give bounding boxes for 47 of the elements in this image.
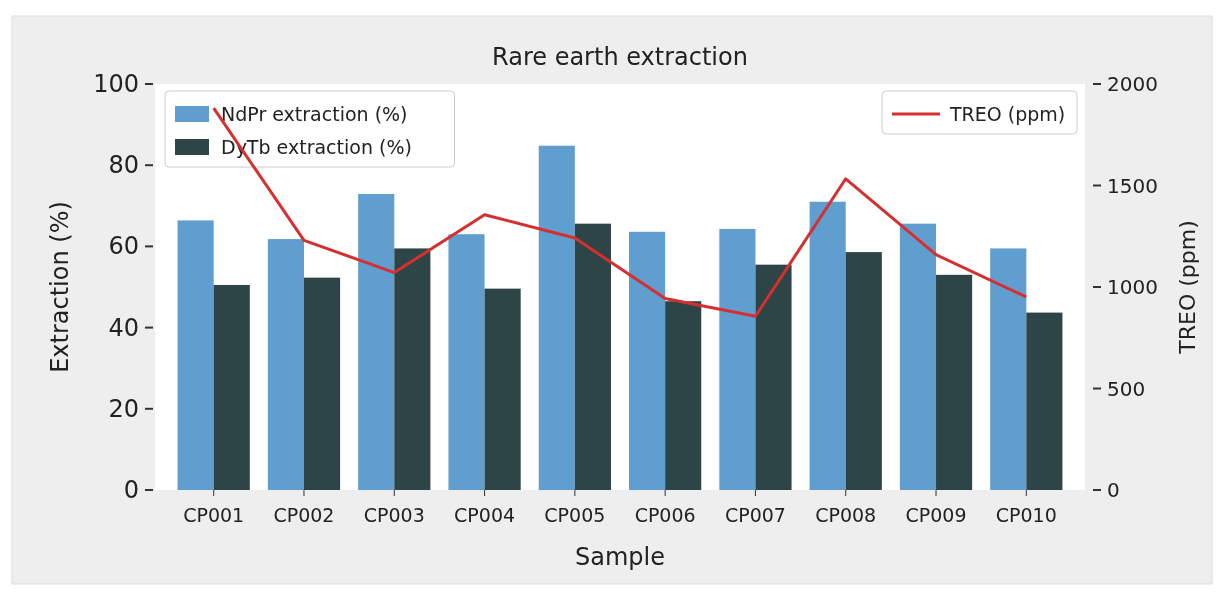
y2-tick-label: 0 bbox=[1107, 478, 1120, 502]
bar bbox=[358, 194, 395, 490]
x-tick-label: CP010 bbox=[995, 504, 1057, 526]
bar bbox=[538, 145, 575, 490]
bar bbox=[213, 284, 250, 490]
bar bbox=[719, 228, 756, 490]
bar bbox=[845, 252, 882, 490]
bar bbox=[267, 239, 304, 490]
x-tick-label: CP007 bbox=[724, 504, 786, 526]
bar bbox=[629, 231, 666, 490]
x-tick-label: CP001 bbox=[183, 504, 245, 526]
x-tick-label: CP004 bbox=[454, 504, 516, 526]
y2-tick-label: 1000 bbox=[1107, 275, 1158, 299]
y-tick-label: 60 bbox=[108, 232, 139, 261]
x-axis-title: Sample bbox=[575, 543, 665, 571]
x-tick-label: CP003 bbox=[363, 504, 425, 526]
bar bbox=[755, 264, 792, 490]
y-tick-label: 0 bbox=[123, 476, 139, 504]
bar bbox=[574, 223, 611, 490]
legend-label: TREO (ppm) bbox=[949, 103, 1066, 125]
x-tick-label: CP008 bbox=[815, 504, 877, 526]
y-tick-label: 100 bbox=[93, 70, 139, 98]
bar bbox=[665, 301, 702, 490]
y2-tick-label: 2000 bbox=[1107, 72, 1158, 96]
y2-tick-label: 500 bbox=[1107, 376, 1146, 401]
y-axis-title: Extraction (%) bbox=[46, 201, 74, 373]
bar bbox=[990, 248, 1027, 490]
chart-title: Rare earth extraction bbox=[492, 43, 748, 71]
bar bbox=[394, 248, 431, 490]
y-tick-label: 20 bbox=[108, 394, 139, 423]
bar bbox=[484, 288, 521, 490]
legend-label: NdPr extraction (%) bbox=[221, 103, 408, 125]
bar bbox=[177, 220, 214, 490]
y2-tick-label: 1500 bbox=[1107, 173, 1158, 198]
bar bbox=[303, 277, 341, 490]
y2-axis-title: TREO (ppm) bbox=[1175, 220, 1200, 355]
y-tick-label: 40 bbox=[108, 313, 139, 342]
x-tick-label: CP005 bbox=[544, 504, 606, 526]
x-tick-label: CP006 bbox=[634, 504, 696, 526]
bar bbox=[899, 223, 937, 490]
x-tick-label: CP002 bbox=[273, 504, 335, 526]
bar bbox=[936, 274, 973, 490]
y-tick-label: 80 bbox=[108, 151, 139, 180]
bar bbox=[809, 201, 846, 490]
bar bbox=[448, 234, 485, 490]
x-tick-label: CP009 bbox=[905, 504, 967, 526]
bar bbox=[1026, 312, 1063, 490]
